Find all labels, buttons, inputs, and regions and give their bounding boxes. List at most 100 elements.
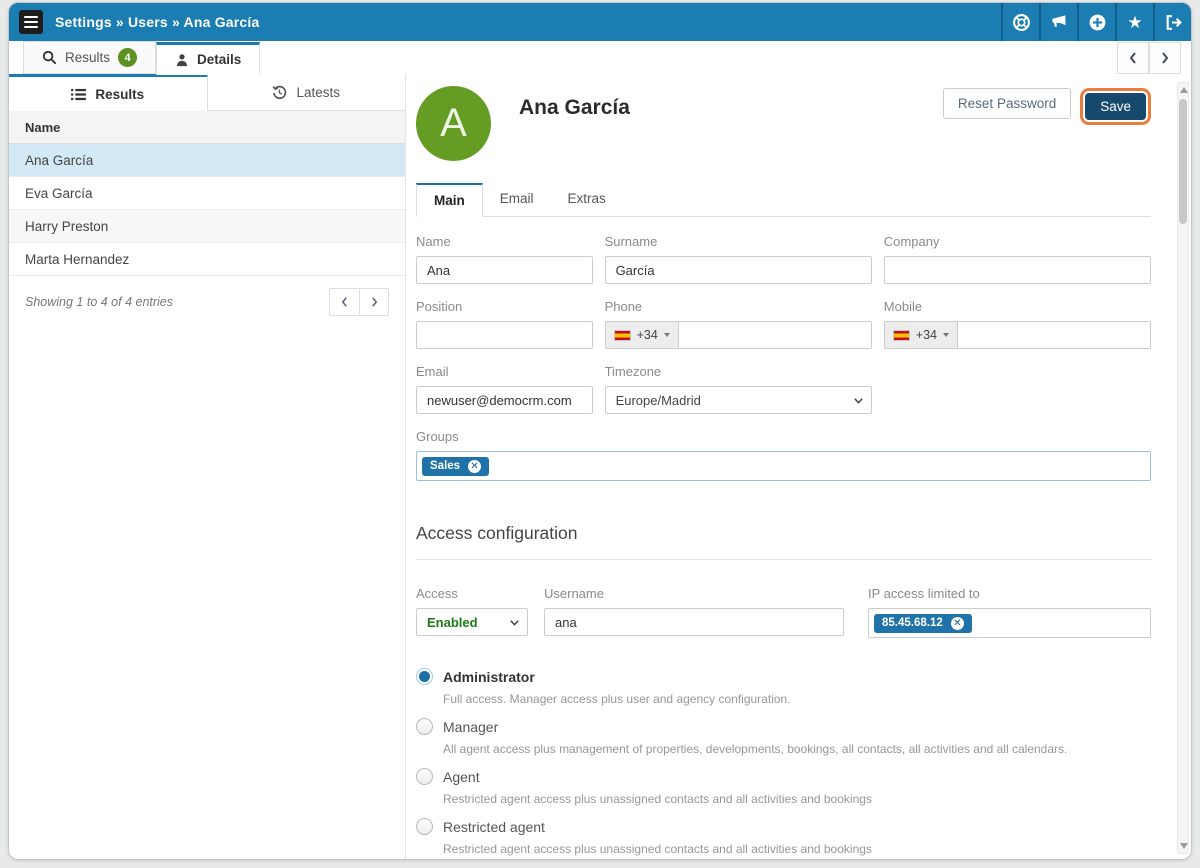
page-next-button[interactable] bbox=[359, 288, 389, 316]
company-label: Company bbox=[883, 234, 940, 249]
tab-results[interactable]: Results 4 bbox=[23, 41, 157, 74]
mobile-label: Mobile bbox=[883, 299, 923, 314]
access-value: Enabled bbox=[427, 614, 478, 630]
ip-tag: 85.45.68.12 ✕ bbox=[874, 613, 972, 633]
sidebar-tab-results[interactable]: Results bbox=[9, 74, 208, 111]
role-description: Restricted agent access plus unassigned … bbox=[443, 842, 872, 856]
results-footer: Showing 1 to 4 of 4 entries bbox=[9, 276, 405, 316]
header-actions: ★ bbox=[1001, 3, 1191, 41]
mobile-field[interactable] bbox=[958, 322, 1150, 348]
sidebar-tabs: Results Latests bbox=[9, 74, 405, 111]
radio-icon[interactable] bbox=[416, 718, 433, 735]
tab-results-label: Results bbox=[65, 50, 111, 65]
access-label: Access bbox=[416, 586, 458, 601]
list-item-eva-garcia[interactable]: Eva García bbox=[9, 177, 405, 210]
tab-extras[interactable]: Extras bbox=[567, 191, 606, 206]
role-option-agent[interactable]: Agent bbox=[416, 768, 1151, 785]
radio-selected-icon[interactable] bbox=[416, 668, 433, 685]
caret-down-icon bbox=[663, 333, 670, 337]
logout-button[interactable] bbox=[1153, 3, 1191, 41]
remove-tag-icon[interactable]: ✕ bbox=[950, 616, 964, 630]
ip-tag-label: 85.45.68.12 bbox=[882, 617, 943, 629]
timezone-value: Europe/Madrid bbox=[615, 392, 701, 408]
surname-label: Surname bbox=[604, 234, 658, 249]
username-field[interactable] bbox=[544, 608, 844, 636]
role-name: Agent bbox=[443, 768, 480, 785]
avatar: A bbox=[416, 86, 491, 161]
name-column-header: Name bbox=[9, 111, 405, 144]
app-window: Settings » Users » Ana García bbox=[8, 2, 1192, 860]
top-header-bar: Settings » Users » Ana García bbox=[9, 3, 1191, 41]
tab-details-label: Details bbox=[197, 52, 242, 67]
phone-prefix: +34 bbox=[636, 328, 658, 342]
groups-label: Groups bbox=[416, 429, 459, 444]
search-icon bbox=[42, 50, 57, 65]
access-row: Access Enabled Username IP access limite… bbox=[416, 586, 1151, 638]
ip-access-field[interactable]: 85.45.68.12 ✕ bbox=[868, 608, 1151, 638]
detail-header: A Ana García Reset Password Save bbox=[416, 86, 1151, 161]
scroll-down-icon[interactable] bbox=[1180, 843, 1188, 849]
main-tabstrip: Results 4 Details bbox=[9, 41, 1191, 75]
position-field[interactable] bbox=[416, 321, 593, 349]
role-description: All agent access plus management of prop… bbox=[443, 742, 1068, 756]
announcements-button[interactable] bbox=[1039, 3, 1077, 41]
menu-icon[interactable] bbox=[19, 10, 43, 34]
group-tag-sales: Sales ✕ bbox=[422, 456, 490, 476]
mobile-prefix: +34 bbox=[915, 328, 937, 342]
timezone-select[interactable]: Europe/Madrid bbox=[604, 386, 872, 414]
mobile-country-selector[interactable]: +34 bbox=[884, 322, 958, 348]
save-button[interactable]: Save bbox=[1085, 93, 1146, 120]
spain-flag-icon bbox=[892, 329, 910, 341]
bullhorn-icon bbox=[1050, 13, 1069, 32]
remove-tag-icon[interactable]: ✕ bbox=[468, 459, 482, 473]
phone-country-selector[interactable]: +34 bbox=[605, 322, 679, 348]
name-field[interactable] bbox=[416, 256, 593, 284]
username-label: Username bbox=[544, 586, 604, 601]
results-summary: Showing 1 to 4 of 4 entries bbox=[25, 295, 174, 309]
plus-circle-icon bbox=[1088, 13, 1107, 32]
surname-field[interactable] bbox=[604, 256, 872, 284]
previous-record-button[interactable] bbox=[1117, 42, 1149, 74]
tab-email[interactable]: Email bbox=[499, 191, 534, 206]
phone-label: Phone bbox=[604, 299, 643, 314]
groups-field[interactable]: Sales ✕ bbox=[416, 451, 1151, 481]
page-previous-button[interactable] bbox=[329, 288, 359, 316]
name-label: Name bbox=[416, 234, 451, 249]
access-select[interactable]: Enabled bbox=[416, 608, 528, 636]
user-icon bbox=[175, 53, 189, 67]
scrollbar-thumb[interactable] bbox=[1179, 99, 1187, 224]
list-item-harry-preston[interactable]: Harry Preston bbox=[9, 210, 405, 243]
scrollbar[interactable] bbox=[1177, 82, 1189, 854]
list-item-ana-garcia[interactable]: Ana García bbox=[9, 144, 405, 177]
phone-field[interactable] bbox=[678, 322, 871, 348]
sign-out-icon bbox=[1164, 13, 1183, 32]
tab-details[interactable]: Details bbox=[156, 42, 261, 75]
list-item-marta-hernandez[interactable]: Marta Hernandez bbox=[9, 243, 405, 276]
chevron-down-icon bbox=[509, 619, 520, 627]
detail-actions: Reset Password Save bbox=[942, 88, 1151, 125]
results-count-badge: 4 bbox=[118, 48, 138, 67]
role-option-administrator[interactable]: Administrator bbox=[416, 668, 1151, 685]
results-pager bbox=[329, 288, 389, 316]
tab-main[interactable]: Main bbox=[416, 183, 483, 217]
role-name: Restricted agent bbox=[443, 818, 545, 835]
radio-icon[interactable] bbox=[416, 768, 433, 785]
role-option-restricted-agent[interactable]: Restricted agent bbox=[416, 818, 1151, 835]
radio-icon[interactable] bbox=[416, 818, 433, 835]
company-field[interactable] bbox=[883, 256, 1151, 284]
ip-access-label: IP access limited to bbox=[868, 586, 980, 601]
sidebar-tab-latests[interactable]: Latests bbox=[208, 74, 406, 110]
add-button[interactable] bbox=[1077, 3, 1115, 41]
user-detail-panel: A Ana García Reset Password Save Main Em… bbox=[406, 74, 1191, 859]
scroll-up-icon[interactable] bbox=[1180, 87, 1188, 93]
role-option-manager[interactable]: Manager bbox=[416, 718, 1151, 735]
reset-password-button[interactable]: Reset Password bbox=[942, 88, 1072, 119]
help-button[interactable] bbox=[1001, 3, 1039, 41]
role-description: Full access. Manager access plus user an… bbox=[443, 692, 791, 706]
access-configuration-heading: Access configuration bbox=[416, 523, 1151, 560]
favorites-button[interactable]: ★ bbox=[1115, 3, 1153, 41]
position-label: Position bbox=[416, 299, 463, 314]
star-icon: ★ bbox=[1127, 12, 1143, 32]
next-record-button[interactable] bbox=[1149, 42, 1181, 74]
email-field[interactable] bbox=[416, 386, 593, 414]
